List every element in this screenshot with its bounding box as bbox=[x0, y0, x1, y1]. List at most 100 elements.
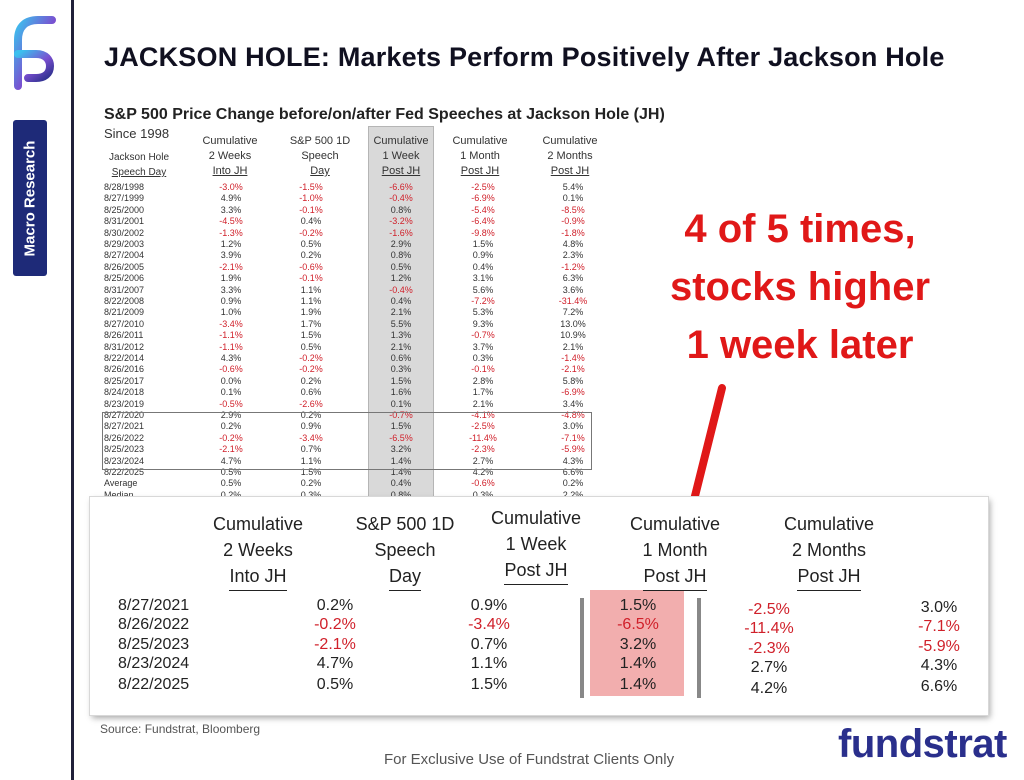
small-table-cell: 0.4% bbox=[472, 261, 494, 272]
small-table-cell: -2.5% bbox=[471, 182, 495, 192]
small-table-cell: 8/26/2016 bbox=[104, 364, 145, 375]
small-table-row: 8/27/2020 2.9% 0.2% -0.7% -4.1% -4.8% bbox=[100, 410, 620, 420]
zoom-table-cell: 0.9% bbox=[470, 597, 508, 614]
small-table-cell: 8/23/2024 bbox=[104, 455, 145, 466]
small-table-cell: -7.1% bbox=[561, 432, 585, 443]
section-tab bbox=[13, 120, 47, 276]
zoom-table-cell: 0.5% bbox=[316, 676, 354, 693]
small-table-cell: -1.1% bbox=[219, 330, 243, 341]
callout-line: 4 of 5 times, bbox=[684, 207, 916, 251]
zoom-table-cell: -0.2% bbox=[314, 616, 356, 633]
small-table-cell: 1.5% bbox=[300, 467, 322, 477]
small-table-cell: 4.3% bbox=[562, 455, 584, 466]
small-table-row: 8/26/2022 -0.2% -3.4% -6.5% -11.4% -7.1% bbox=[100, 433, 620, 443]
small-table-cell: 8/25/2017 bbox=[104, 375, 145, 386]
small-table-row: Median 0.2% 0.3% 0.8% 0.3% 2.2% bbox=[100, 490, 620, 500]
small-col-header: Jackson Hole Speech Day bbox=[96, 150, 182, 180]
small-table-cell: -1.1% bbox=[219, 341, 243, 352]
small-table-cell: 8/26/2011 bbox=[104, 330, 144, 341]
zoom-col-header: Cumulative 2 Months Post JH bbox=[754, 511, 904, 591]
small-table-cell: -0.5% bbox=[219, 398, 243, 409]
small-table-row: 8/31/2001 -4.5% 0.4% -3.2% -6.4% -0.9% bbox=[100, 216, 620, 226]
small-table-cell: -1.5% bbox=[299, 182, 323, 192]
zoom-col-header-line: Cumulative bbox=[783, 514, 875, 534]
small-table-cell: 0.2% bbox=[300, 375, 322, 386]
zoom-table-cell: 1.1% bbox=[470, 655, 508, 672]
small-table-cell: 8/27/2010 bbox=[104, 318, 145, 329]
small-table-cell: -4.5% bbox=[219, 216, 243, 227]
zoom-table-cell: 8/23/2024 bbox=[118, 655, 190, 672]
small-col-header-line: Jackson Hole bbox=[108, 152, 170, 163]
small-table-cell: 0.4% bbox=[390, 296, 412, 306]
small-col-header-line: 2 Weeks bbox=[208, 150, 252, 162]
small-table-cell: -0.7% bbox=[471, 330, 495, 341]
small-table-cell: 0.7% bbox=[300, 444, 322, 455]
small-table-cell: 1.5% bbox=[472, 239, 494, 249]
small-col-header-line: 1 Week bbox=[382, 150, 420, 162]
small-table-cell: 0.2% bbox=[300, 410, 322, 420]
small-table-cell: 4.3% bbox=[220, 353, 242, 363]
small-table-cell: 3.9% bbox=[220, 250, 242, 261]
small-table-cell: 2.3% bbox=[562, 250, 584, 261]
small-col-header-line: Into JH bbox=[212, 165, 248, 177]
small-col-header-line: Cumulative bbox=[202, 135, 258, 147]
small-table-cell: 3.3% bbox=[220, 204, 242, 215]
zoom-table-cell: -2.5% bbox=[748, 601, 790, 618]
small-table-row: 8/27/2021 0.2% 0.9% 1.5% -2.5% 3.0% bbox=[100, 421, 620, 431]
zoom-table-cell: 3.2% bbox=[619, 636, 657, 653]
small-table-cell: 8/23/2019 bbox=[104, 398, 145, 409]
small-table-row: 8/27/2010 -3.4% 1.7% 5.5% 9.3% 13.0% bbox=[100, 319, 620, 329]
small-table-cell: 0.0% bbox=[220, 375, 242, 386]
source-note: Source: Fundstrat, Bloomberg bbox=[100, 722, 261, 736]
small-table-cell: 8/29/2003 bbox=[104, 239, 145, 249]
small-table-cell: 6.3% bbox=[562, 273, 584, 284]
small-table-cell: 1.5% bbox=[300, 330, 322, 341]
small-table-cell: -31.4% bbox=[558, 296, 588, 306]
small-table-cell: -0.7% bbox=[389, 410, 413, 420]
small-table-cell: -0.4% bbox=[389, 193, 413, 204]
small-col-header-line: S&P 500 1D bbox=[289, 135, 351, 147]
small-table-cell: 8/25/2000 bbox=[104, 204, 145, 215]
small-table-cell: 0.9% bbox=[300, 421, 322, 432]
small-table-cell: 4.7% bbox=[220, 455, 242, 466]
small-table-cell: -6.9% bbox=[471, 193, 495, 204]
small-table-row: 8/31/2007 3.3% 1.1% -0.4% 5.6% 3.6% bbox=[100, 285, 620, 295]
zoom-table-row: 8/26/2022 -0.2% -3.4% -6.5% -11.4% -7.1% bbox=[0, 615, 1024, 637]
zoom-table-cell: 1.5% bbox=[619, 597, 657, 614]
small-col-header-line: 1 Month bbox=[460, 150, 500, 162]
highlight-column bbox=[368, 126, 434, 502]
small-table-cell: 8/30/2002 bbox=[104, 227, 145, 238]
small-table-cell: -0.9% bbox=[561, 216, 585, 227]
small-table-cell: 0.3% bbox=[472, 490, 494, 500]
zoom-col-header: S&P 500 1D Speech Day bbox=[330, 511, 480, 591]
small-table-cell: 8/21/2009 bbox=[104, 307, 145, 318]
rail-divider bbox=[71, 0, 74, 780]
zoom-col-header-line: Post JH bbox=[504, 557, 568, 585]
small-table-cell: 3.6% bbox=[562, 284, 584, 295]
small-table-cell: 0.8% bbox=[390, 204, 412, 215]
small-table-row: 8/25/2000 3.3% -0.1% 0.8% -5.4% -8.5% bbox=[100, 205, 620, 215]
small-table-cell: 0.9% bbox=[472, 250, 494, 261]
zoom-col-header-line: Cumulative bbox=[629, 514, 721, 534]
small-col-header-line: 2 Months bbox=[547, 150, 593, 162]
small-table-cell: 1.1% bbox=[300, 284, 322, 295]
small-table-cell: -6.6% bbox=[389, 182, 413, 192]
small-table-cell: -1.6% bbox=[389, 227, 413, 238]
small-table-cell: 1.4% bbox=[390, 455, 412, 466]
small-col-header: Cumulative 1 Month Post JH bbox=[440, 134, 520, 179]
zoom-table-row: 8/23/2024 4.7% 1.1% 1.4% 2.7% 4.3% bbox=[0, 654, 1024, 676]
callout-text: 4 of 5 times, stocks higher 1 week later bbox=[640, 200, 960, 374]
small-table-cell: 3.7% bbox=[472, 341, 494, 352]
small-table-cell: 8/27/2021 bbox=[104, 421, 145, 432]
small-table-cell: 5.5% bbox=[390, 318, 412, 329]
small-table-cell: 4.8% bbox=[562, 239, 584, 249]
footer-disclaimer: For Exclusive Use of Fundstrat Clients O… bbox=[384, 751, 675, 768]
small-table-cell: 2.1% bbox=[562, 341, 584, 352]
left-rail: Macro Research bbox=[0, 0, 72, 780]
zoom-table-cell: 2.7% bbox=[750, 659, 788, 676]
zoom-table-row: 8/27/2021 0.2% 0.9% 1.5% -2.5% 3.0% bbox=[0, 596, 1024, 618]
small-table-cell: -1.4% bbox=[561, 353, 585, 363]
small-col-header-line: Cumulative bbox=[373, 135, 429, 147]
small-table-cell: 8/22/2014 bbox=[104, 353, 145, 363]
small-table-cell: 0.2% bbox=[562, 478, 584, 488]
